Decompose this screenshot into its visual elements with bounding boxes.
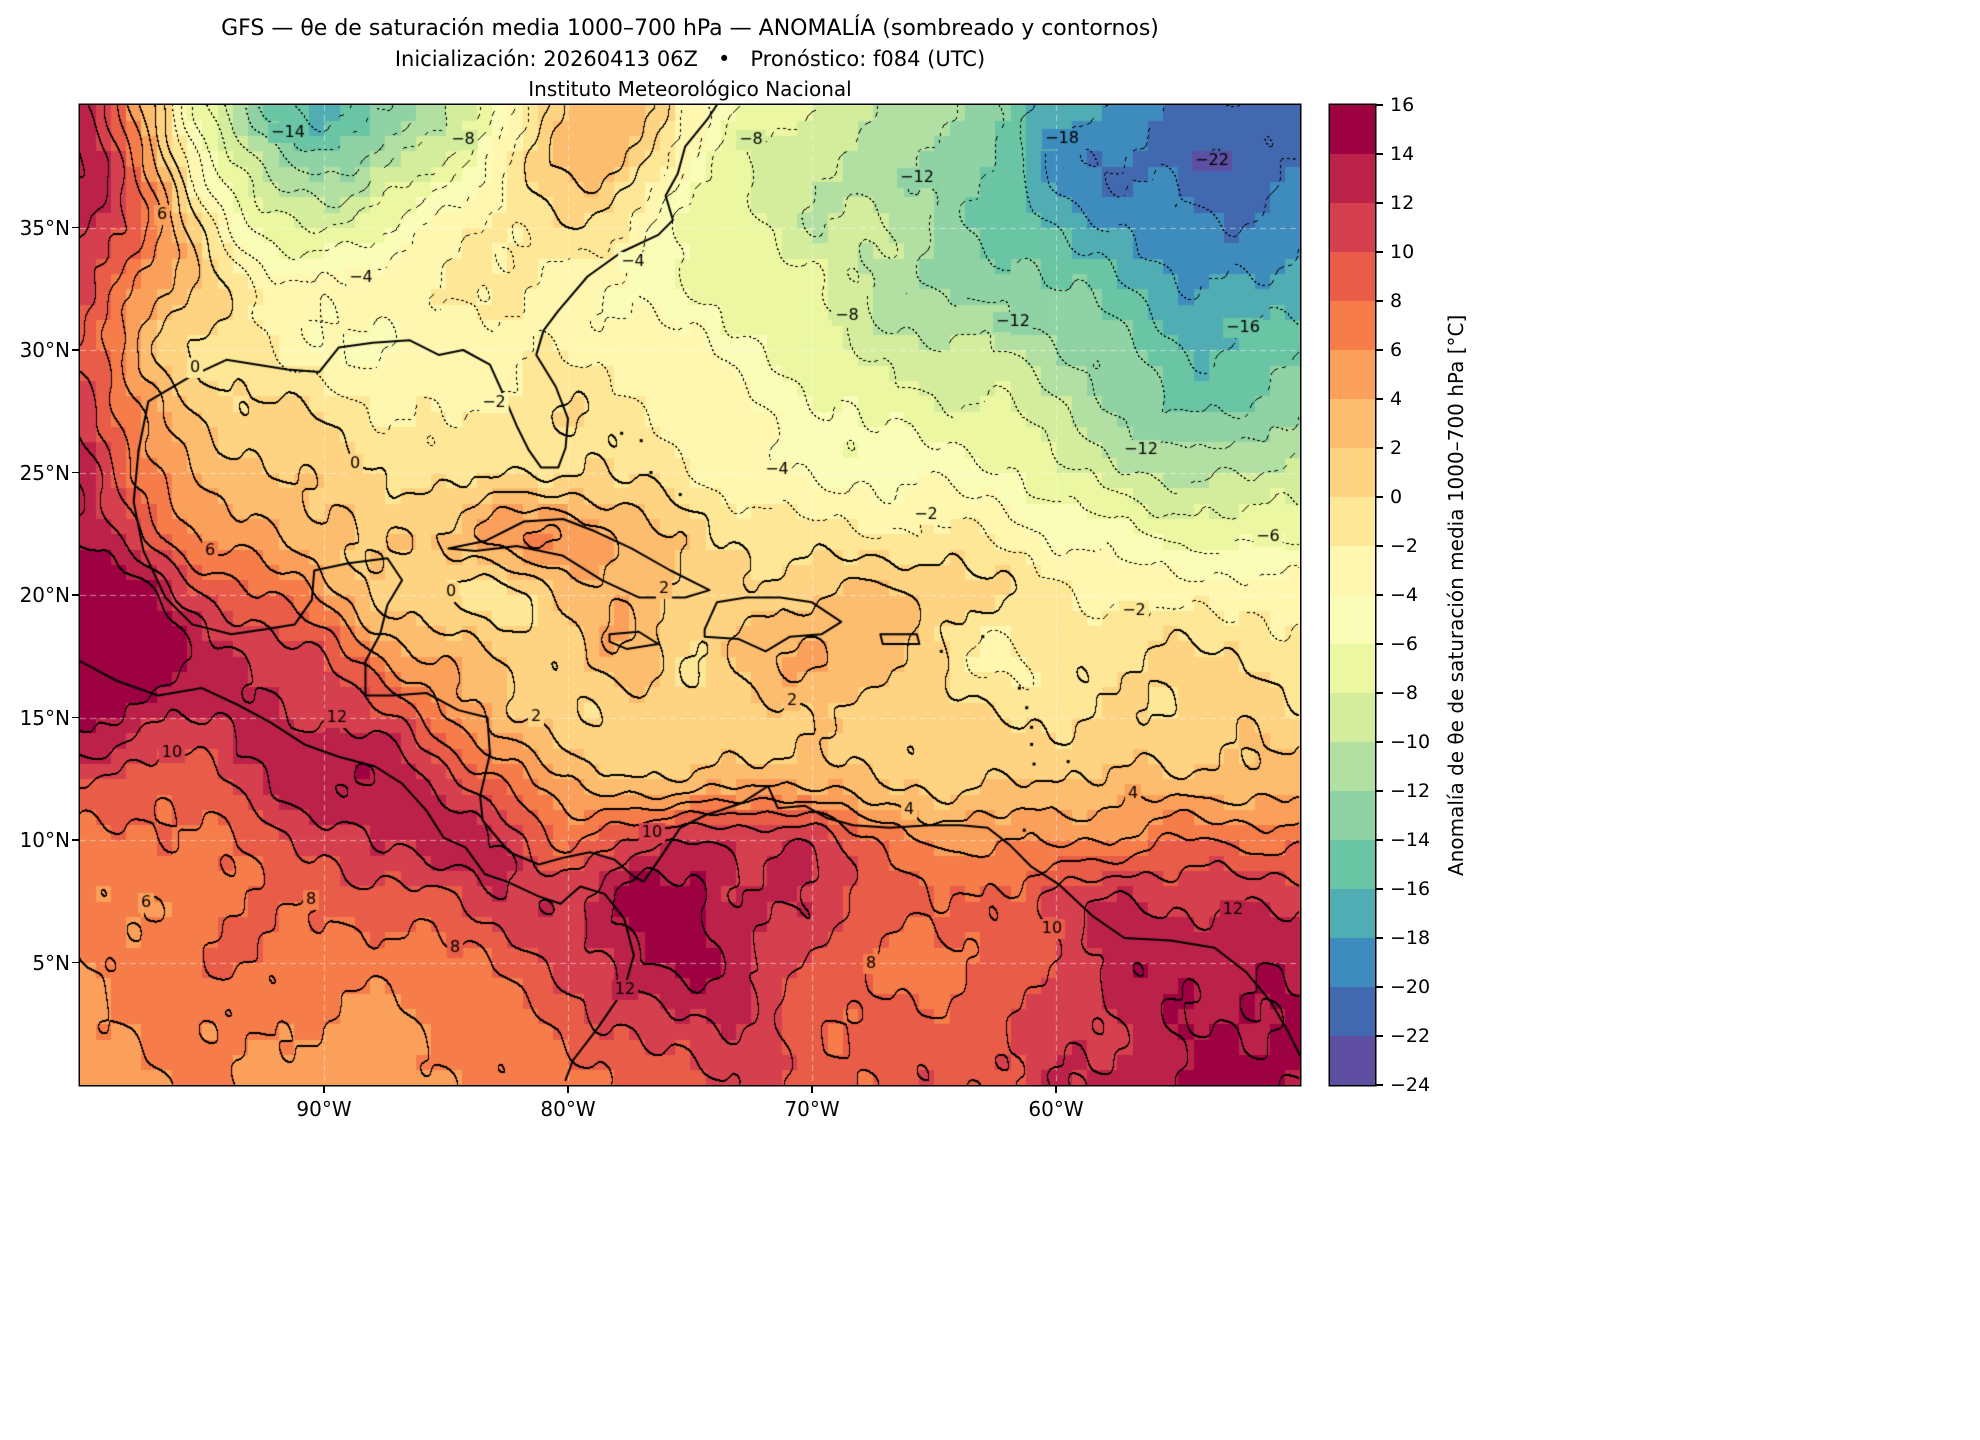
colorbar-tick-label: −4: [1390, 584, 1419, 606]
y-axis-tick-label: 10°N: [19, 828, 70, 852]
colorbar-tick-mark: [1376, 790, 1383, 792]
colorbar-segment: [1330, 350, 1375, 399]
chart-subtitle-init-forecast: Inicialización: 20260413 06Z • Pronóstic…: [394, 47, 986, 71]
colorbar-tick-label: 6: [1390, 339, 1403, 361]
colorbar-segment: [1330, 203, 1375, 252]
colorbar-segment: [1330, 987, 1375, 1036]
y-axis-tick-mark: [72, 716, 79, 719]
y-axis-tick-label: 20°N: [19, 583, 70, 607]
colorbar-segment: [1330, 791, 1375, 840]
colorbar-tick-mark: [1376, 300, 1383, 302]
colorbar-segment: [1330, 938, 1375, 987]
colorbar-tick-mark: [1376, 1084, 1383, 1086]
colorbar-tick-mark: [1376, 104, 1383, 106]
y-axis-tick-label: 25°N: [19, 460, 70, 485]
colorbar-tick-label: 8: [1390, 290, 1403, 312]
colorbar-tick-label: −22: [1390, 1025, 1431, 1047]
map-plot-area: [80, 105, 1300, 1085]
colorbar-tick-label: −12: [1390, 780, 1431, 802]
y-axis-tick-mark: [72, 594, 79, 596]
x-axis-tick-mark: [1055, 1086, 1057, 1093]
colorbar-tick-label: 16: [1390, 94, 1415, 116]
y-axis-tick-mark: [72, 961, 79, 964]
colorbar-tick-mark: [1376, 398, 1383, 400]
colorbar-segment: [1330, 546, 1375, 595]
colorbar-segment: [1330, 154, 1375, 203]
colorbar-tick-mark: [1376, 202, 1383, 204]
colorbar-tick-mark: [1376, 741, 1383, 743]
chart-subtitle-institution: Instituto Meteorológico Nacional: [528, 77, 852, 101]
colorbar-tick-mark: [1376, 839, 1383, 841]
colorbar-tick-mark: [1376, 349, 1383, 351]
colorbar-segment: [1330, 252, 1375, 301]
colorbar-segment: [1330, 595, 1375, 644]
y-axis-tick-label: 30°N: [19, 338, 70, 362]
colorbar-tick-mark: [1376, 545, 1383, 547]
x-axis-tick-label: 60°W: [1028, 1097, 1084, 1121]
y-axis-tick-label: 5°N: [32, 950, 70, 975]
colorbar-tick-label: −6: [1390, 633, 1419, 655]
x-axis-tick-label: 70°W: [784, 1097, 840, 1121]
y-axis-tick-label: 15°N: [19, 705, 70, 730]
colorbar-tick-label: 4: [1390, 388, 1403, 410]
colorbar-segment: [1330, 840, 1375, 889]
colorbar-tick-mark: [1376, 1035, 1383, 1037]
y-axis-tick-label: 35°N: [19, 215, 70, 240]
colorbar-tick-mark: [1376, 594, 1383, 596]
x-axis-tick-label: 80°W: [540, 1097, 596, 1121]
x-axis-tick-mark: [567, 1086, 569, 1093]
colorbar-tick-label: 14: [1390, 143, 1415, 165]
colorbar-tick-mark: [1376, 937, 1383, 939]
x-axis-tick-label: 90°W: [296, 1097, 352, 1121]
colorbar-tick-label: 2: [1390, 437, 1403, 459]
colorbar-tick-label: 0: [1390, 486, 1403, 508]
colorbar-tick-mark: [1376, 888, 1383, 890]
colorbar-tick-mark: [1376, 447, 1383, 449]
colorbar-tick-label: −8: [1390, 682, 1419, 704]
colorbar-segment: [1330, 742, 1375, 791]
colorbar-tick-mark: [1376, 153, 1383, 155]
chart-title: GFS — θe de saturación media 1000–700 hP…: [221, 16, 1159, 41]
colorbar-tick-label: −16: [1390, 878, 1431, 900]
colorbar: [1330, 105, 1375, 1085]
colorbar-tick-label: −10: [1390, 731, 1431, 753]
y-axis-tick-mark: [72, 226, 79, 229]
colorbar-axis-label: Anomalía de θe de saturación media 1000–…: [1444, 314, 1468, 876]
y-axis-tick-mark: [72, 349, 79, 351]
colorbar-tick-mark: [1376, 643, 1383, 645]
colorbar-segment: [1330, 693, 1375, 742]
colorbar-segment: [1330, 644, 1375, 693]
colorbar-segment: [1330, 301, 1375, 350]
colorbar-tick-mark: [1376, 496, 1383, 498]
colorbar-tick-label: 10: [1390, 241, 1415, 263]
x-axis-tick-mark: [323, 1086, 325, 1093]
colorbar-tick-mark: [1376, 692, 1383, 694]
y-axis-tick-mark: [72, 471, 79, 474]
colorbar-segment: [1330, 105, 1375, 154]
colorbar-tick-mark: [1376, 251, 1383, 253]
colorbar-segment: [1330, 1036, 1375, 1085]
colorbar-segment: [1330, 889, 1375, 938]
colorbar-segment: [1330, 448, 1375, 497]
anomaly-map-canvas: [80, 105, 1300, 1085]
x-axis-tick-mark: [811, 1086, 813, 1093]
colorbar-tick-label: −24: [1390, 1074, 1431, 1096]
colorbar-tick-mark: [1376, 986, 1383, 988]
colorbar-segment: [1330, 497, 1375, 546]
colorbar-tick-label: −18: [1390, 927, 1431, 949]
y-axis-tick-mark: [72, 839, 79, 841]
colorbar-tick-label: −20: [1390, 976, 1431, 998]
colorbar-tick-label: −14: [1390, 829, 1431, 851]
colorbar-tick-label: −2: [1390, 535, 1419, 557]
colorbar-segment: [1330, 399, 1375, 448]
colorbar-tick-label: 12: [1390, 192, 1415, 214]
